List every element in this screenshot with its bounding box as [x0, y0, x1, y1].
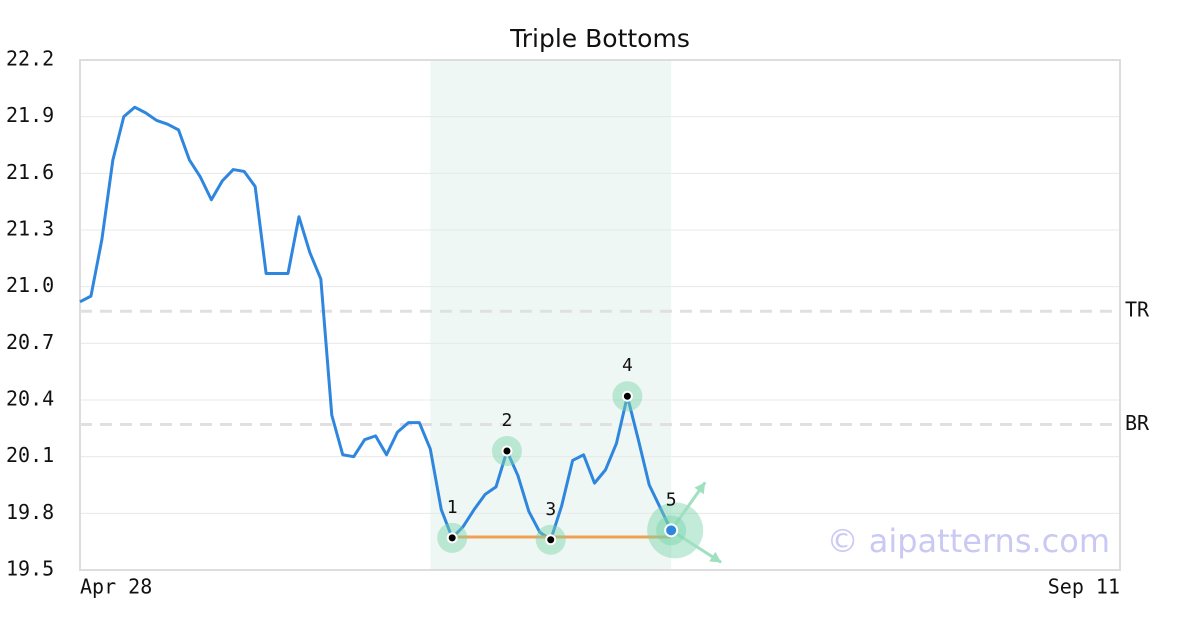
watermark: © aipatterns.com [827, 522, 1110, 560]
y-tick-label: 21.9 [6, 103, 54, 127]
y-tick-label: 21.6 [6, 160, 54, 184]
price-line [79, 105, 673, 542]
point-label: 4 [622, 355, 633, 376]
y-tick-label: 19.8 [6, 500, 54, 524]
x-tick-label: Sep 11 [1048, 575, 1120, 599]
point-label: 2 [502, 410, 513, 431]
arrow-head [709, 551, 722, 563]
level-label: BR [1125, 411, 1150, 435]
pattern-region [430, 60, 672, 570]
pattern-point [545, 534, 557, 546]
plot-frame [79, 59, 1121, 571]
arrow-head [694, 482, 706, 495]
y-tick-label: 22.2 [6, 47, 54, 71]
point-label: 5 [666, 489, 677, 510]
y-tick-label: 19.5 [6, 557, 54, 581]
pattern-point [501, 445, 513, 457]
x-tick-label: Apr 28 [80, 575, 152, 599]
y-tick-label: 20.7 [6, 330, 54, 354]
chart-title: Triple Bottoms [509, 24, 690, 53]
level-label: TR [1125, 298, 1150, 322]
y-tick-label: 21.3 [6, 217, 54, 241]
pattern-point [621, 390, 633, 402]
pattern-point [446, 532, 458, 544]
pattern-point [664, 523, 679, 538]
y-tick-label: 20.1 [6, 443, 54, 467]
point-label: 1 [447, 497, 458, 518]
y-tick-label: 20.4 [6, 387, 54, 411]
point-label: 3 [545, 499, 556, 520]
y-tick-label: 21.0 [6, 273, 54, 297]
